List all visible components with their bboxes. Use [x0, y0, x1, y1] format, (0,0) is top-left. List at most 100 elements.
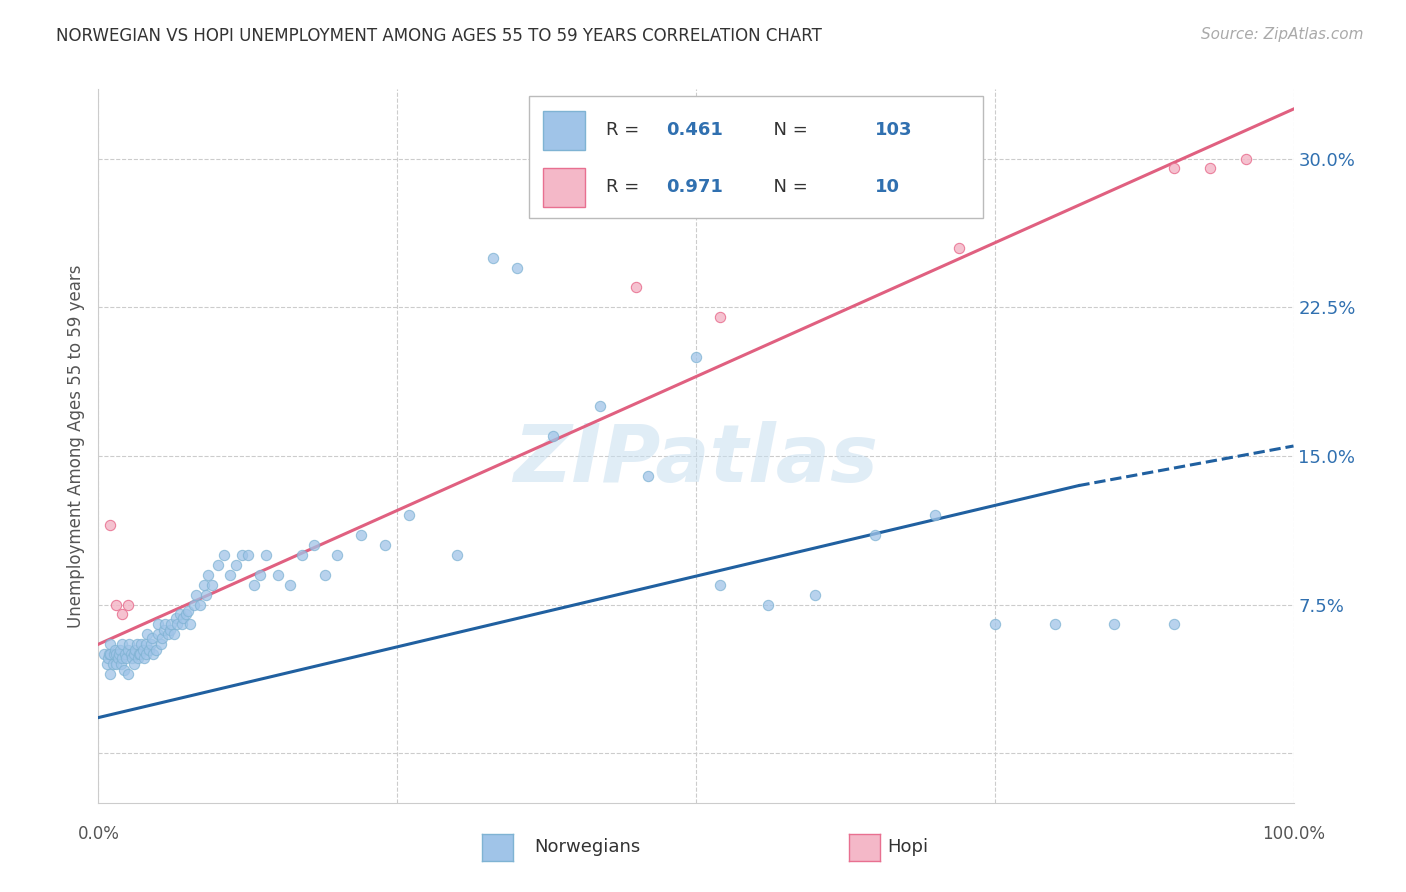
- Point: [103, 647, 125, 661]
- Point: [195, 588, 218, 602]
- Point: [243, 578, 266, 592]
- Point: [104, 643, 127, 657]
- Point: [125, 637, 148, 651]
- Point: [141, 632, 163, 646]
- Point: [105, 647, 128, 661]
- Point: [948, 241, 970, 255]
- Point: [231, 548, 253, 562]
- Point: [374, 538, 396, 552]
- Text: Hopi: Hopi: [887, 838, 928, 856]
- Point: [155, 617, 177, 632]
- Point: [121, 651, 143, 665]
- Point: [129, 647, 152, 661]
- Point: [1163, 617, 1185, 632]
- Text: 0.971: 0.971: [666, 178, 723, 196]
- Point: [111, 651, 134, 665]
- Point: [160, 617, 183, 632]
- Point: [201, 578, 224, 592]
- Text: 0.461: 0.461: [666, 121, 723, 139]
- Point: [96, 657, 118, 671]
- Point: [254, 548, 277, 562]
- Point: [132, 651, 155, 665]
- Point: [924, 508, 946, 523]
- Point: [156, 627, 179, 641]
- Point: [135, 637, 157, 651]
- Point: [159, 624, 181, 638]
- Point: [172, 617, 194, 632]
- Point: [1043, 617, 1066, 632]
- Point: [446, 548, 468, 562]
- Text: N =: N =: [762, 121, 813, 139]
- Point: [149, 637, 172, 651]
- Point: [225, 558, 247, 572]
- Point: [1163, 161, 1185, 176]
- Point: [193, 578, 215, 592]
- Text: 10: 10: [876, 178, 900, 196]
- Point: [236, 548, 259, 562]
- Point: [197, 567, 219, 582]
- Point: [148, 617, 170, 632]
- Point: [131, 643, 153, 657]
- Point: [291, 548, 314, 562]
- Point: [100, 667, 122, 681]
- Point: [481, 251, 505, 265]
- Text: 103: 103: [876, 121, 912, 139]
- Text: N =: N =: [762, 178, 813, 196]
- Point: [1199, 161, 1222, 176]
- Point: [128, 647, 150, 661]
- Point: [93, 647, 115, 661]
- Text: R =: R =: [606, 178, 645, 196]
- Point: [124, 643, 146, 657]
- Point: [804, 588, 827, 602]
- Point: [709, 310, 731, 325]
- Point: [111, 607, 134, 622]
- Point: [142, 647, 165, 661]
- FancyBboxPatch shape: [529, 96, 983, 218]
- Point: [249, 567, 271, 582]
- Bar: [543, 168, 585, 207]
- Point: [177, 603, 200, 617]
- Point: [163, 627, 186, 641]
- Text: Source: ZipAtlas.com: Source: ZipAtlas.com: [1201, 27, 1364, 42]
- Point: [326, 548, 349, 562]
- Point: [108, 643, 131, 657]
- Point: [685, 350, 707, 364]
- Point: [124, 657, 146, 671]
- Point: [148, 627, 170, 641]
- Point: [101, 657, 124, 671]
- Point: [111, 637, 134, 651]
- Point: [145, 643, 167, 657]
- Point: [1234, 152, 1257, 166]
- Point: [136, 627, 159, 641]
- Point: [124, 647, 146, 661]
- Point: [589, 400, 612, 414]
- Bar: [543, 111, 585, 150]
- Point: [117, 598, 139, 612]
- Point: [219, 567, 242, 582]
- Point: [637, 468, 659, 483]
- Point: [626, 280, 648, 294]
- Point: [131, 637, 153, 651]
- Point: [188, 598, 211, 612]
- Point: [541, 429, 564, 443]
- Point: [315, 567, 337, 582]
- Text: ZIPatlas: ZIPatlas: [513, 421, 879, 500]
- Point: [100, 637, 122, 651]
- Point: [100, 518, 122, 533]
- Point: [756, 598, 779, 612]
- Point: [165, 611, 187, 625]
- Point: [117, 643, 139, 657]
- Point: [105, 598, 128, 612]
- Point: [302, 538, 325, 552]
- Point: [865, 528, 887, 542]
- Point: [117, 667, 139, 681]
- Point: [709, 578, 731, 592]
- Point: [174, 607, 197, 622]
- Point: [98, 647, 121, 661]
- Point: [207, 558, 229, 572]
- Text: Norwegians: Norwegians: [534, 838, 641, 856]
- Point: [115, 651, 138, 665]
- Point: [169, 607, 191, 622]
- Point: [135, 647, 157, 661]
- Point: [984, 617, 1007, 632]
